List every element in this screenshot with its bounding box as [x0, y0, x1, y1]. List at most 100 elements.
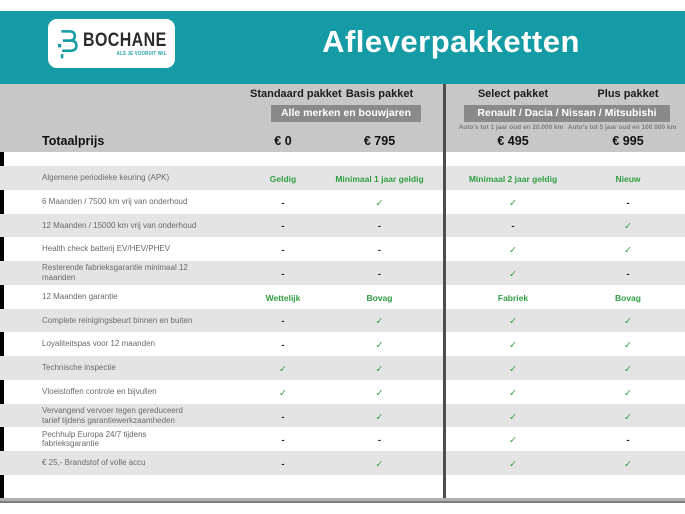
total-price-label: Totaalprijs — [42, 134, 105, 148]
dash-mark: - — [511, 221, 515, 233]
value-text: Minimaal 2 jaar geldig — [468, 173, 558, 184]
table-row: 6 Maanden / 7500 km vrij van onderhoud -… — [0, 190, 685, 214]
value-basis: ✓ — [316, 311, 443, 329]
feature-label: Technische inspectie — [42, 363, 116, 373]
feature-label: Vloeistoffen controle en bijvullen — [42, 387, 157, 397]
check-icon: ✓ — [509, 364, 517, 375]
dash-mark: - — [377, 245, 382, 257]
table-row: € 25,- Brandstof of volle accu - ✓ ✓ ✓ — [0, 451, 685, 475]
value-plus: ✓ — [580, 407, 676, 425]
value-basis: ✓ — [316, 383, 443, 401]
value-select: ✓ — [446, 359, 580, 377]
value-text: Bovag — [615, 292, 641, 303]
value-standaard: ✓ — [250, 359, 316, 377]
check-icon: ✓ — [624, 387, 632, 399]
value-text: Bovag — [366, 292, 393, 303]
value-basis: ✓ — [316, 454, 443, 472]
plus-age-note: Auto's tot 5 jaar oud en 100.000 km — [567, 124, 677, 131]
table-row: Resterende fabrieksgarantie minimaal 12 … — [0, 261, 685, 285]
package-name-row: Standaard pakket Basis pakket Select pak… — [0, 88, 685, 100]
feature-label: 6 Maanden / 7500 km vrij van onderhoud — [42, 196, 188, 206]
value-text: Minimaal 1 jaar geldig — [335, 173, 424, 184]
value-basis: ✓ — [316, 407, 443, 425]
feature-table: Algemene periodieke keuring (APK) Geldig… — [0, 166, 685, 475]
value-select: ✓ — [446, 383, 580, 401]
check-icon: ✓ — [375, 197, 384, 209]
value-standaard: - — [250, 240, 316, 258]
total-price-basis: € 795 — [363, 134, 396, 148]
column-header-band: Standaard pakket Basis pakket Select pak… — [0, 84, 685, 152]
value-plus: - — [580, 193, 676, 211]
value-plus: ✓ — [580, 359, 676, 377]
dash-mark: - — [281, 435, 285, 447]
bochane-logo: BOCHANE ALS JE VOORUIT WIL — [48, 19, 175, 68]
table-row: Pechhulp Europa 24/7 tijdens fabrieksgar… — [0, 427, 685, 451]
total-price-select: € 495 — [497, 134, 529, 148]
value-plus: ✓ — [580, 240, 676, 258]
value-basis: - — [316, 240, 443, 258]
value-select: - — [446, 216, 580, 234]
dash-mark: - — [626, 435, 630, 447]
value-select: Fabriek — [446, 288, 580, 306]
value-standaard: - — [250, 407, 316, 425]
value-standaard: Geldig — [250, 169, 316, 187]
table-bottom-border — [0, 498, 685, 503]
value-plus: ✓ — [580, 311, 676, 329]
dash-mark: - — [377, 435, 382, 447]
check-icon: ✓ — [624, 364, 632, 375]
table-row: Algemene periodieke keuring (APK) Geldig… — [0, 166, 685, 190]
value-basis: - — [316, 430, 443, 448]
value-text: Nieuw — [615, 173, 641, 184]
value-select: ✓ — [446, 407, 580, 425]
feature-label: 12 Maanden garantie — [42, 291, 118, 301]
header-banner: BOCHANE ALS JE VOORUIT WIL Afleverpakket… — [0, 11, 685, 84]
value-select: ✓ — [446, 240, 580, 258]
select-age-note: Auto's tot 1 jaar oud en 20.000 km — [458, 124, 564, 131]
check-icon: ✓ — [509, 411, 517, 423]
table-row: 12 Maanden / 15000 km vrij van onderhoud… — [0, 213, 685, 238]
dash-mark: - — [281, 197, 285, 209]
value-text: Wettelijk — [265, 292, 301, 303]
check-icon: ✓ — [624, 459, 632, 471]
value-select: ✓ — [446, 264, 580, 282]
total-price-plus: € 995 — [612, 134, 644, 148]
table-row: Vervangend vervoer tegen gereduceerd tar… — [0, 403, 685, 428]
value-select: ✓ — [446, 335, 580, 353]
value-select: ✓ — [446, 430, 580, 448]
brand-text: BOCHANE ALS JE VOORUIT WIL — [83, 31, 167, 57]
check-icon: ✓ — [624, 316, 632, 328]
total-price-row: Totaalprijs € 0 € 795 € 495 € 995 — [0, 131, 685, 151]
value-basis: ✓ — [316, 359, 443, 377]
value-plus: - — [580, 430, 676, 448]
value-standaard: - — [250, 311, 316, 329]
check-icon: ✓ — [279, 364, 287, 375]
check-icon: ✓ — [375, 459, 384, 471]
package-name-select: Select pakket — [477, 88, 549, 100]
value-plus: ✓ — [580, 216, 676, 234]
check-icon: ✓ — [375, 387, 384, 399]
feature-label: € 25,- Brandstof of volle accu — [42, 458, 146, 468]
feature-label: Algemene periodieke keuring (APK) — [42, 173, 170, 183]
value-standaard: - — [250, 216, 316, 234]
package-name-standaard: Standaard pakket — [250, 88, 342, 100]
dash-mark: - — [281, 221, 285, 233]
value-basis: ✓ — [316, 193, 443, 211]
value-basis: ✓ — [316, 335, 443, 353]
dash-mark: - — [626, 197, 630, 209]
value-standaard: - — [250, 193, 316, 211]
feature-label: 12 Maanden / 15000 km vrij van onderhoud — [42, 220, 197, 230]
feature-label: Resterende fabrieksgarantie minimaal 12 … — [42, 263, 188, 282]
check-icon: ✓ — [375, 364, 384, 375]
dash-mark: - — [281, 411, 285, 423]
check-icon: ✓ — [279, 387, 287, 399]
table-row: Complete reinigingsbeurt binnen en buite… — [0, 308, 685, 333]
value-plus: - — [580, 264, 676, 282]
group-divider-line — [443, 84, 446, 498]
check-icon: ✓ — [509, 245, 517, 257]
check-icon: ✓ — [624, 245, 632, 257]
package-name-plus: Plus pakket — [597, 88, 659, 100]
value-standaard: ✓ — [250, 383, 316, 401]
value-text: Geldig — [269, 173, 297, 184]
check-icon: ✓ — [375, 340, 384, 352]
value-select: ✓ — [446, 193, 580, 211]
